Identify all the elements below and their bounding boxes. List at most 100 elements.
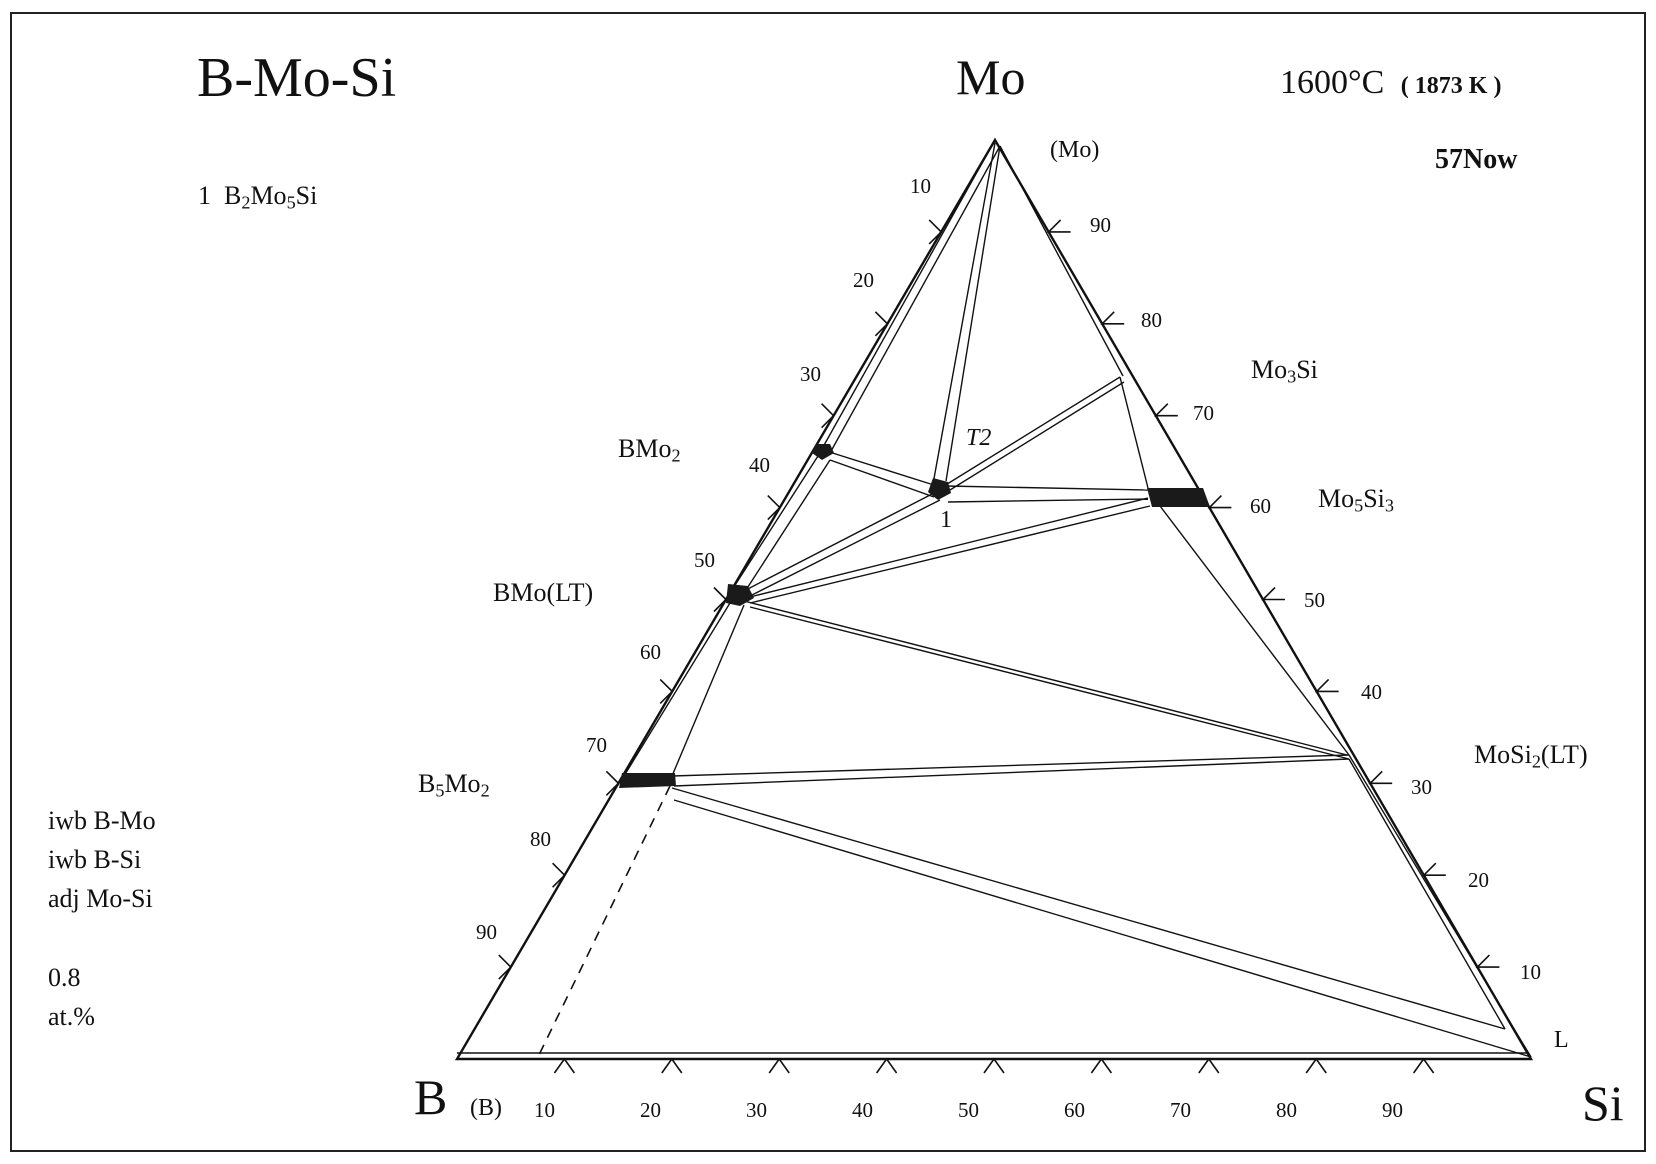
- compound-legend: 1 B2Mo5Si: [198, 181, 318, 212]
- tick-mark-bottom: [1305, 1057, 1327, 1074]
- phase-text: Mo: [444, 769, 481, 798]
- phase-l-label: L: [1554, 1027, 1569, 1053]
- precision-value: 0.8: [48, 963, 81, 992]
- phase-sub: 5: [1354, 495, 1364, 516]
- tick-label-right: 70: [1193, 401, 1214, 425]
- compound-sub: 5: [286, 192, 296, 213]
- tick-mark-right: [1314, 678, 1339, 693]
- region-b5mo2: [619, 773, 676, 788]
- phase-mo5si3-label: Mo5Si3: [1318, 484, 1394, 515]
- tick-mark-right: [1046, 219, 1071, 233]
- tick-label-left: 70: [586, 733, 607, 757]
- tick-label-right: 50: [1304, 588, 1325, 612]
- phase-sub: 2: [671, 445, 681, 466]
- phase-text: (LT): [1540, 740, 1588, 769]
- tick-label-bottom: 40: [852, 1098, 873, 1122]
- phase-mo-label: (Mo): [1050, 137, 1100, 163]
- tick-label-bottom: 80: [1276, 1098, 1297, 1122]
- temperature-celsius: 1600°C: [1280, 64, 1385, 101]
- tick-mark-right: [1207, 495, 1232, 509]
- phase-b5mo2-label: B5Mo2: [418, 769, 490, 800]
- phase-text: Si: [1296, 355, 1318, 384]
- phase-sub: 2: [480, 780, 490, 801]
- tick-mark-left: [767, 495, 781, 521]
- tick-mark-right: [1368, 770, 1393, 785]
- temperature-label: 1600°C ( 1873 K ): [1280, 66, 1501, 100]
- tick-label-right: 30: [1411, 775, 1432, 799]
- phase-b-label: (B): [470, 1095, 502, 1121]
- phase-bmo2-label: BMo2: [618, 434, 681, 465]
- tick-mark-right: [1261, 586, 1285, 601]
- tick-label-left: 90: [476, 920, 497, 944]
- triangle-outline: [454, 137, 1534, 1061]
- tick-label-bottom: 20: [640, 1098, 661, 1122]
- tick-label-left: 10: [910, 174, 931, 198]
- tick-label-bottom: 90: [1382, 1098, 1403, 1122]
- tick-label-right: 10: [1520, 960, 1541, 984]
- tick-mark-right: [1100, 311, 1125, 325]
- phase-mosi2-label: MoSi2(LT): [1474, 740, 1588, 771]
- tick-mark-right: [1475, 954, 1500, 968]
- tick-label-bottom: 60: [1064, 1098, 1085, 1122]
- region-bmo2: [812, 444, 834, 460]
- tick-mark-right: [1421, 862, 1446, 877]
- tick-label-bottom: 70: [1170, 1098, 1191, 1122]
- phase-mo3si-label: Mo3Si: [1251, 355, 1318, 386]
- phase-text: MoSi: [1474, 740, 1532, 769]
- corner-left-label: B: [414, 1069, 448, 1125]
- phase-text: BMo: [618, 434, 672, 463]
- tick-marks: [498, 219, 1500, 1074]
- tick-mark-left: [659, 678, 674, 704]
- tick-label-bottom: 30: [746, 1098, 767, 1122]
- tick-label-left: 40: [749, 453, 770, 477]
- tick-mark-left: [605, 770, 620, 796]
- tick-mark-bottom: [983, 1057, 1005, 1074]
- tick-mark-bottom: [1090, 1057, 1113, 1074]
- phase-bmo-lt-label: BMo(LT): [493, 578, 594, 607]
- phase-text: Si: [1363, 484, 1385, 513]
- tick-mark-bottom: [661, 1057, 683, 1074]
- tick-label-right: 60: [1250, 494, 1271, 518]
- tick-label-right: 80: [1141, 308, 1162, 332]
- note-line: adj Mo-Si: [48, 884, 153, 913]
- compound-sub: 2: [241, 192, 251, 213]
- note-line: iwb B-Mo: [48, 806, 156, 835]
- tick-label-right: 40: [1361, 680, 1382, 704]
- tick-label-left: 60: [640, 640, 661, 664]
- single-phase-regions: [619, 444, 1210, 788]
- tick-mark-bottom: [1198, 1057, 1220, 1074]
- tick-label-right: 90: [1090, 213, 1111, 237]
- phase-text: Mo: [1318, 484, 1355, 513]
- phase-sub: 5: [435, 780, 445, 801]
- system-title: B-Mo-Si: [197, 47, 397, 109]
- compound-part: Si: [295, 181, 318, 210]
- tick-mark-left: [498, 954, 512, 980]
- tick-label-bottom: 50: [958, 1098, 979, 1122]
- phase-sub: 2: [1531, 751, 1541, 772]
- corner-top-label: Mo: [956, 49, 1026, 105]
- reference-code: 57Now: [1435, 144, 1518, 175]
- tick-mark-left: [713, 586, 728, 613]
- tick-label-right: 20: [1468, 868, 1489, 892]
- tick-mark-right: [1153, 403, 1178, 417]
- tick-label-left: 20: [853, 268, 874, 292]
- tick-mark-left: [552, 862, 566, 888]
- ternary-phase-number: 1: [940, 507, 952, 533]
- region-mo5si3: [1147, 488, 1210, 507]
- compound-part: Mo: [250, 181, 287, 210]
- compound-part: B: [224, 181, 242, 210]
- phase-sub: 3: [1384, 495, 1394, 516]
- tick-mark-left: [928, 219, 943, 245]
- tau2-annotation: T2: [966, 425, 992, 451]
- region-bmo-lt: [726, 584, 754, 606]
- tie-lines: [457, 139, 1532, 1058]
- precision-unit: at.%: [48, 1002, 95, 1031]
- tick-label-left: 30: [800, 362, 821, 386]
- figure-frame: [10, 12, 1646, 1152]
- compound-number: 1: [198, 181, 211, 210]
- tick-mark-bottom: [1412, 1057, 1435, 1074]
- tick-label-left: 50: [694, 548, 715, 572]
- tick-mark-bottom: [553, 1057, 576, 1074]
- tick-mark-left: [874, 311, 889, 337]
- note-line: iwb B-Si: [48, 845, 142, 874]
